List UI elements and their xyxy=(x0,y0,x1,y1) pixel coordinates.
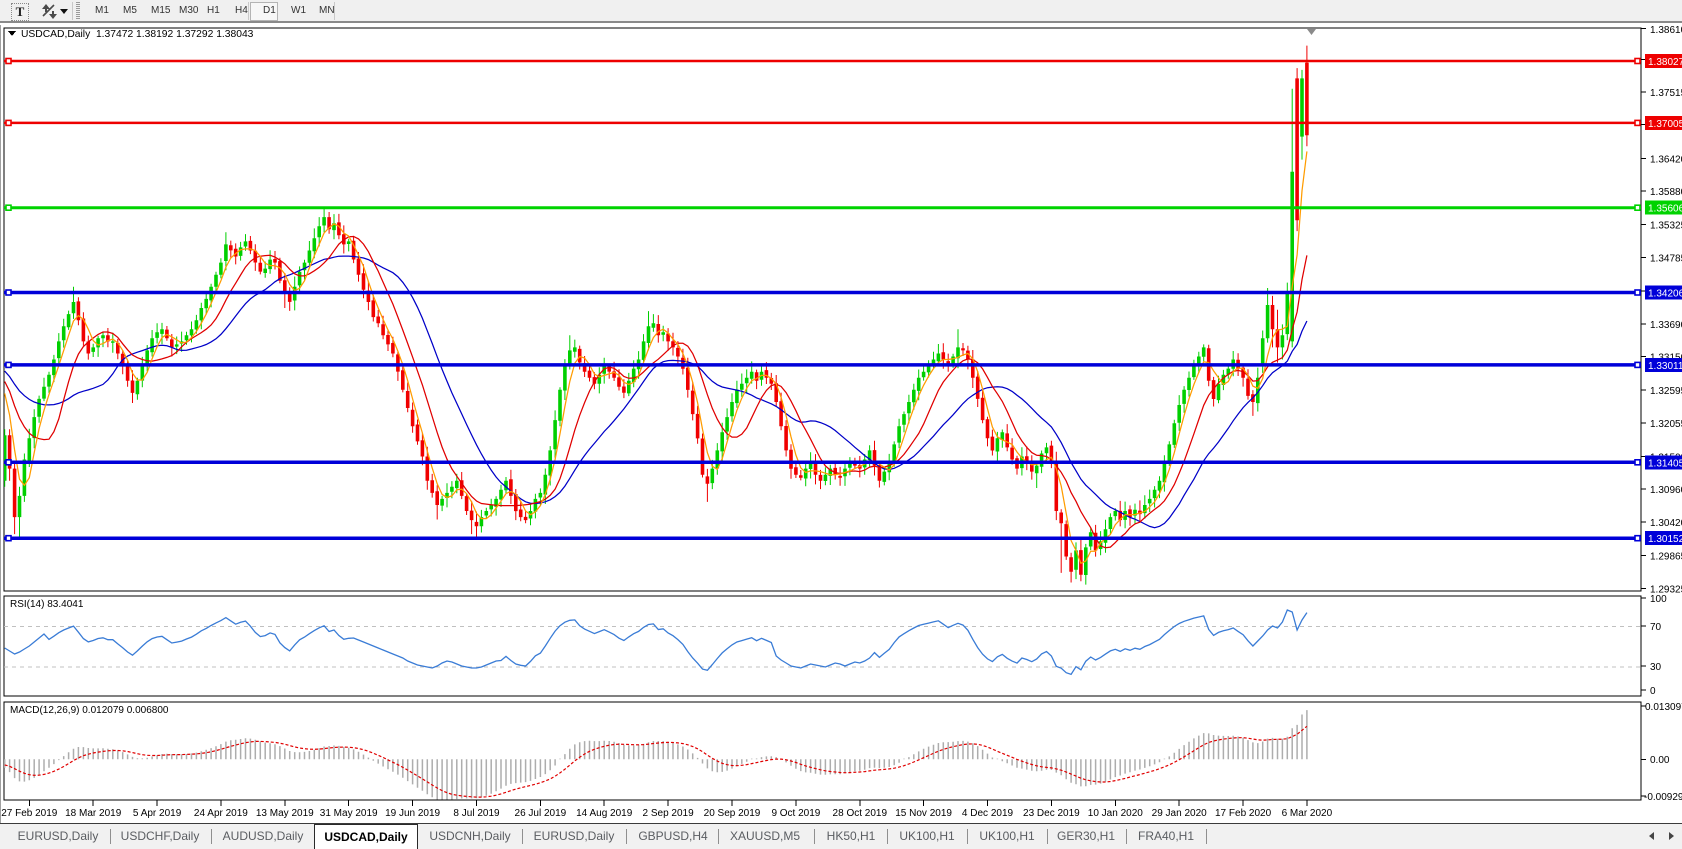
svg-text:19 Jun 2019: 19 Jun 2019 xyxy=(385,808,440,819)
svg-text:0.013097: 0.013097 xyxy=(1645,702,1682,713)
svg-text:0.00: 0.00 xyxy=(1650,755,1670,766)
svg-text:4 Dec 2019: 4 Dec 2019 xyxy=(962,808,1014,819)
svg-text:28 Oct 2019: 28 Oct 2019 xyxy=(833,808,888,819)
svg-text:1.30420: 1.30420 xyxy=(1650,518,1682,529)
svg-text:1.38610: 1.38610 xyxy=(1650,25,1682,36)
svg-text:31 May 2019: 31 May 2019 xyxy=(320,808,378,819)
svg-text:9 Oct 2019: 9 Oct 2019 xyxy=(771,808,820,819)
svg-text:1.30960: 1.30960 xyxy=(1650,485,1682,496)
svg-text:USDCAD,Daily 1.37472 1.38192: USDCAD,Daily 1.37472 1.38192 1.37292 1.3… xyxy=(21,29,254,40)
svg-text:1.32595: 1.32595 xyxy=(1650,386,1682,397)
svg-text:1.36420: 1.36420 xyxy=(1650,154,1682,165)
svg-text:8 Jul 2019: 8 Jul 2019 xyxy=(453,808,500,819)
svg-text:1.38027: 1.38027 xyxy=(1648,57,1682,68)
svg-text:5 Apr 2019: 5 Apr 2019 xyxy=(133,808,182,819)
svg-text:13 May 2019: 13 May 2019 xyxy=(256,808,314,819)
svg-text:100: 100 xyxy=(1650,594,1667,605)
svg-text:15 Nov 2019: 15 Nov 2019 xyxy=(895,808,952,819)
svg-text:1.34206: 1.34206 xyxy=(1648,289,1682,300)
svg-text:20 Sep 2019: 20 Sep 2019 xyxy=(704,808,761,819)
svg-text:1.37005: 1.37005 xyxy=(1648,119,1682,130)
svg-text:6 Mar 2020: 6 Mar 2020 xyxy=(1282,808,1333,819)
svg-text:26 Jul 2019: 26 Jul 2019 xyxy=(515,808,567,819)
svg-text:70: 70 xyxy=(1650,622,1662,633)
svg-text:14 Aug 2019: 14 Aug 2019 xyxy=(576,808,633,819)
svg-text:18 Mar 2019: 18 Mar 2019 xyxy=(65,808,122,819)
svg-text:MACD(12,26,9) 0.012079 0.00680: MACD(12,26,9) 0.012079 0.006800 xyxy=(10,705,169,716)
svg-text:-0.00929: -0.00929 xyxy=(1644,792,1682,803)
svg-text:10 Jan 2020: 10 Jan 2020 xyxy=(1088,808,1143,819)
svg-text:24 Apr 2019: 24 Apr 2019 xyxy=(194,808,248,819)
svg-text:30: 30 xyxy=(1650,662,1662,673)
svg-text:1.35606: 1.35606 xyxy=(1648,204,1682,215)
svg-text:1.35325: 1.35325 xyxy=(1650,221,1682,232)
svg-text:1.30152: 1.30152 xyxy=(1648,534,1682,545)
svg-text:1.31405: 1.31405 xyxy=(1648,458,1682,469)
svg-text:1.29865: 1.29865 xyxy=(1650,552,1682,563)
svg-text:29 Jan 2020: 29 Jan 2020 xyxy=(1152,808,1207,819)
svg-text:17 Feb 2020: 17 Feb 2020 xyxy=(1215,808,1272,819)
svg-text:1.32055: 1.32055 xyxy=(1650,419,1682,430)
svg-text:1.29325: 1.29325 xyxy=(1650,584,1682,595)
svg-text:1.33011: 1.33011 xyxy=(1648,361,1682,372)
svg-text:RSI(14) 83.4041: RSI(14) 83.4041 xyxy=(10,599,84,610)
svg-text:0: 0 xyxy=(1650,686,1656,697)
svg-text:27 Feb 2019: 27 Feb 2019 xyxy=(1,808,58,819)
svg-text:1.33690: 1.33690 xyxy=(1650,320,1682,331)
svg-text:1.37515: 1.37515 xyxy=(1650,88,1682,99)
svg-text:23 Dec 2019: 23 Dec 2019 xyxy=(1023,808,1080,819)
svg-text:1.35880: 1.35880 xyxy=(1650,187,1682,198)
svg-text:1.34785: 1.34785 xyxy=(1650,253,1682,264)
svg-text:2 Sep 2019: 2 Sep 2019 xyxy=(643,808,695,819)
